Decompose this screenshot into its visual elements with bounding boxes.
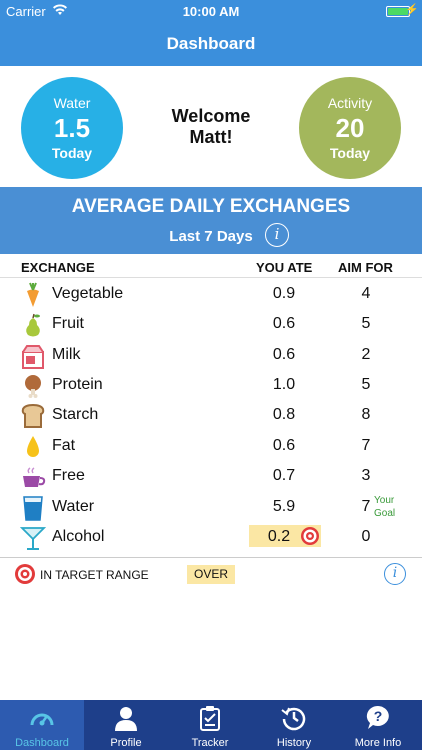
exchange-name: Water [52,498,95,515]
table-row[interactable]: Water 5.9 7 Your Goal [0,492,422,522]
tab-tracker[interactable]: Tracker [168,700,252,750]
table-row[interactable]: Alcohol 0.2 0 [0,522,422,552]
period-label: Last 7 Days [169,228,253,245]
tab-profile[interactable]: Profile [84,700,168,750]
water-value: 1.5 [53,113,91,143]
summary-section: Water 1.5 Today Welcome Matt! Activity 2… [0,66,422,187]
clipboard-icon [200,706,220,731]
activity-value: 20 [335,113,365,143]
exchange-name: Fat [52,437,76,454]
aim-for-value: 5 [361,315,371,332]
you-ate-value: 1.0 [272,376,296,393]
welcome-message: Welcome Matt! [130,106,292,148]
aim-for-value: 8 [361,406,371,423]
table-row[interactable]: Vegetable 0.9 4 [0,279,422,309]
tab-label: More Info [354,737,402,749]
water-glass-icon [23,496,43,521]
table-row[interactable]: Milk 0.6 2 [0,340,422,370]
welcome-line: Welcome [171,106,251,126]
exchange-name: Alcohol [52,528,105,545]
history-clock-icon [281,707,306,731]
exchange-name: Fruit [52,315,84,332]
info-icon[interactable]: i [265,223,289,247]
you-ate-value: 0.9 [272,285,296,302]
you-ate-value: 0.6 [272,315,296,332]
aim-for-value: 3 [361,467,371,484]
carrot-icon [27,282,39,307]
you-ate-value: 5.9 [272,498,296,515]
exchanges-banner: AVERAGE DAILY EXCHANGES Last 7 Days i [0,187,422,254]
target-icon [301,527,319,545]
milk-carton-icon [22,345,44,369]
exchange-name: Starch [52,406,99,423]
water-summary[interactable]: Water 1.5 Today [21,77,123,179]
header-exchange: EXCHANGE [21,260,95,275]
cocktail-icon [20,527,46,550]
tab-label: History [276,737,312,749]
aim-for-value: 7 [361,437,371,454]
tab-label: Dashboard [15,737,69,749]
goal-note: Your Goal [374,495,396,519]
question-icon: ? [366,705,389,729]
oil-drop-icon [27,436,39,457]
water-period: Today [51,145,93,161]
exchange-name: Protein [52,376,103,393]
activity-label: Activity [327,95,373,111]
aim-for-value: 7 [361,498,371,515]
cup-icon [23,467,46,487]
exchange-name: Milk [52,346,81,363]
you-ate-value: 0.6 [272,346,296,363]
carrier-label: Carrier [6,4,46,19]
you-ate-value: 0.6 [272,437,296,454]
table-row[interactable]: Fat 0.6 7 [0,431,422,461]
you-ate-value: 0.7 [272,467,296,484]
header-aim-for: AIM FOR [338,260,393,275]
page-title: Dashboard [0,22,422,66]
banner-subtitle: Last 7 Days [0,228,422,245]
table-row[interactable]: Starch 0.8 8 [0,400,422,430]
status-bar: Carrier 10:00 AM ⚡ [0,0,422,22]
table-row[interactable]: Fruit 0.6 5 [0,309,422,339]
header-you-ate: YOU ATE [256,260,313,275]
aim-for-value: 2 [361,346,371,363]
person-icon [115,707,137,731]
table-row[interactable]: Protein 1.0 5 [0,370,422,400]
in-target-label: IN TARGET RANGE [40,568,149,582]
aim-for-value: 4 [361,285,371,302]
over-label: OVER [187,565,235,584]
banner-title: AVERAGE DAILY EXCHANGES [71,196,351,217]
water-label: Water [53,95,91,111]
tab-more-info[interactable]: ? More Info [336,700,420,750]
tab-label: Profile [110,737,142,749]
clock: 10:00 AM [182,4,240,19]
tab-bar: Dashboard Profile Tracker History ? More… [0,700,422,750]
activity-summary[interactable]: Activity 20 Today [299,77,401,179]
pear-icon [26,313,40,337]
battery-icon [386,6,410,17]
table-header: EXCHANGE YOU ATE AIM FOR [0,254,422,278]
table-row[interactable]: Free 0.7 3 [0,461,422,491]
exchange-name: Vegetable [52,285,124,302]
tab-label: Tracker [191,737,229,749]
activity-period: Today [329,145,371,161]
user-name: Matt! [189,127,233,147]
tab-dashboard[interactable]: Dashboard [0,700,84,750]
aim-for-value: 0 [361,528,371,545]
target-icon [15,564,35,584]
you-ate-value: 0.8 [272,406,296,423]
legend: IN TARGET RANGE OVER i [0,557,422,589]
you-ate-value: 0.2 [267,528,291,545]
wifi-icon [53,4,67,15]
aim-for-value: 5 [361,376,371,393]
svg-text:?: ? [374,708,383,724]
drumstick-icon [25,375,41,398]
bread-icon [21,403,45,428]
charging-icon: ⚡ [405,4,419,16]
legend-info-icon[interactable]: i [384,563,406,585]
tab-history[interactable]: History [252,700,336,750]
gauge-icon [30,713,54,726]
exchange-name: Free [52,467,85,484]
